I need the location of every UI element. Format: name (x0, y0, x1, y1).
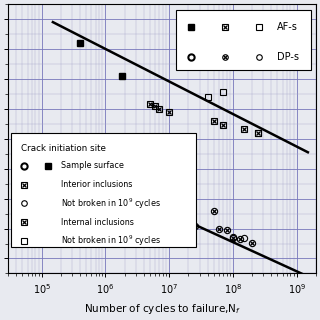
Text: DP-s: DP-s (277, 52, 300, 62)
Text: Not broken in 10$^9$ cycles: Not broken in 10$^9$ cycles (60, 234, 161, 248)
Text: Internal inclusions: Internal inclusions (60, 218, 133, 227)
Text: Sample surface: Sample surface (60, 161, 124, 170)
FancyBboxPatch shape (12, 133, 196, 246)
Text: AF-s: AF-s (277, 21, 298, 31)
Text: Not broken in 10$^9$ cycles: Not broken in 10$^9$ cycles (60, 196, 161, 211)
FancyBboxPatch shape (176, 10, 311, 70)
Text: Crack initiation site: Crack initiation site (20, 144, 106, 153)
X-axis label: Number of cycles to failure,N$_f$: Number of cycles to failure,N$_f$ (84, 302, 241, 316)
Text: Interior inclusions: Interior inclusions (60, 180, 132, 189)
